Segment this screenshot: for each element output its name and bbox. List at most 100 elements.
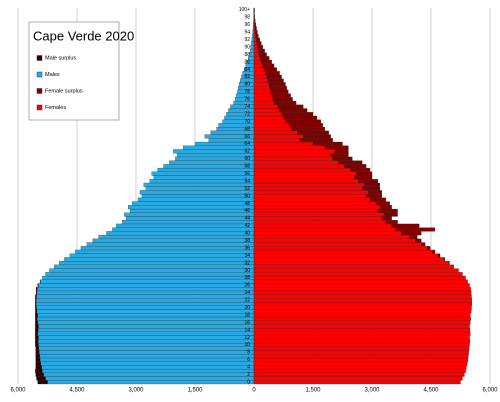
bar bbox=[253, 67, 264, 72]
bar bbox=[253, 305, 472, 310]
bar bbox=[268, 82, 286, 87]
y-tick-label: 24 bbox=[244, 290, 250, 296]
bar bbox=[37, 313, 255, 318]
bar bbox=[35, 331, 38, 336]
bar bbox=[253, 309, 472, 314]
bar bbox=[437, 253, 441, 258]
bar bbox=[381, 216, 392, 221]
y-tick-label: 6 bbox=[247, 357, 250, 363]
bar bbox=[38, 283, 255, 288]
bar bbox=[45, 272, 255, 277]
y-tick-label: 62 bbox=[244, 149, 250, 155]
bar bbox=[253, 97, 274, 102]
bar bbox=[258, 52, 267, 57]
bar bbox=[253, 376, 463, 381]
bar bbox=[385, 220, 398, 225]
bar bbox=[149, 179, 255, 184]
bar bbox=[116, 223, 255, 228]
bar bbox=[253, 205, 380, 210]
bar bbox=[281, 112, 314, 117]
bar bbox=[253, 171, 357, 176]
y-tick-label: 98 bbox=[244, 15, 250, 21]
bar bbox=[35, 350, 40, 355]
bar bbox=[35, 305, 37, 310]
bar bbox=[334, 149, 349, 154]
bar bbox=[253, 331, 471, 336]
bar bbox=[253, 242, 422, 247]
bar bbox=[36, 290, 255, 295]
bar bbox=[253, 324, 470, 329]
bar bbox=[35, 290, 38, 295]
bar bbox=[37, 339, 255, 344]
bar bbox=[257, 45, 263, 50]
bar bbox=[40, 279, 255, 284]
bar bbox=[35, 320, 38, 325]
bar bbox=[269, 86, 287, 91]
bar bbox=[253, 86, 270, 91]
bar bbox=[253, 52, 259, 57]
bar bbox=[253, 153, 331, 158]
bar bbox=[263, 67, 277, 72]
bar bbox=[36, 294, 255, 299]
bar bbox=[126, 216, 255, 221]
legend-swatch bbox=[36, 55, 43, 61]
bar bbox=[324, 145, 349, 150]
bar bbox=[230, 104, 255, 109]
bar bbox=[253, 190, 369, 195]
bar bbox=[369, 197, 386, 202]
bar bbox=[137, 197, 255, 202]
bar bbox=[253, 138, 300, 143]
y-tick-label: 64 bbox=[244, 141, 250, 147]
bar bbox=[49, 268, 255, 273]
legend-box bbox=[28, 21, 120, 121]
x-tick-label: 4,500 bbox=[69, 388, 85, 394]
y-tick-label: 38 bbox=[244, 238, 250, 244]
bar bbox=[257, 48, 265, 53]
y-tick-label: 78 bbox=[244, 89, 250, 95]
bar bbox=[253, 156, 333, 161]
bar bbox=[253, 220, 386, 225]
bar bbox=[253, 56, 261, 61]
bar bbox=[35, 354, 40, 359]
bar bbox=[169, 160, 255, 165]
bar bbox=[64, 257, 255, 262]
bar bbox=[253, 354, 469, 359]
bar bbox=[255, 30, 258, 35]
bar bbox=[250, 45, 255, 50]
bar bbox=[35, 301, 255, 306]
legend-label: Females bbox=[45, 105, 66, 111]
bar bbox=[37, 331, 255, 336]
bar bbox=[253, 134, 304, 139]
y-tick-label: 26 bbox=[244, 283, 250, 289]
bar bbox=[362, 186, 380, 191]
bar bbox=[35, 335, 39, 340]
bar bbox=[253, 294, 472, 299]
bar bbox=[253, 231, 402, 236]
y-tick-label: 74 bbox=[244, 104, 250, 110]
bar bbox=[153, 175, 255, 180]
bar bbox=[253, 320, 471, 325]
y-tick-label: 30 bbox=[244, 268, 250, 274]
legend-label: Female surplus bbox=[45, 88, 83, 94]
bar bbox=[253, 365, 467, 370]
x-tick-label: 6,000 bbox=[10, 388, 26, 394]
bar bbox=[253, 37, 257, 42]
bar bbox=[409, 234, 418, 239]
bar bbox=[253, 48, 259, 53]
y-tick-label: 72 bbox=[244, 111, 250, 117]
bar bbox=[367, 190, 382, 195]
bar bbox=[253, 212, 384, 217]
bar bbox=[35, 324, 39, 329]
bar bbox=[395, 227, 436, 232]
bar bbox=[183, 145, 255, 150]
bar bbox=[43, 372, 255, 377]
bar bbox=[260, 59, 272, 64]
bar bbox=[421, 242, 426, 247]
bar bbox=[253, 197, 371, 202]
bar bbox=[267, 78, 284, 83]
bar bbox=[35, 298, 255, 303]
bar bbox=[253, 238, 416, 243]
bar bbox=[303, 134, 331, 139]
bar bbox=[253, 108, 280, 113]
bar bbox=[253, 119, 286, 124]
